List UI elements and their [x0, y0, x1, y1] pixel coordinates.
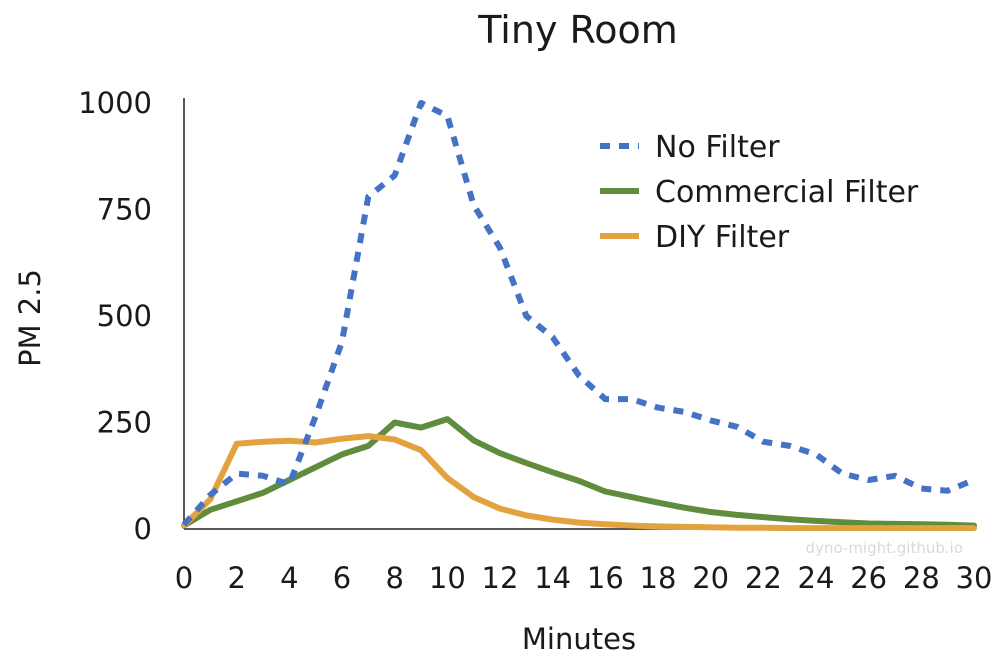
x-tick-label: 4	[280, 561, 298, 595]
x-tick-label: 30	[956, 561, 993, 595]
chart-title: Tiny Room	[477, 8, 677, 52]
series-line-commercial-filter	[181, 416, 977, 529]
x-tick-label: 8	[385, 561, 403, 595]
y-tick-label: 500	[97, 299, 152, 333]
watermark: dyno-might.github.io	[806, 539, 963, 557]
x-tick-label: 18	[640, 561, 677, 595]
y-axis-ticks: 0 250 500 750 1000	[78, 86, 152, 546]
y-tick-label: 750	[97, 193, 152, 227]
x-tick-label: 24	[798, 561, 835, 595]
y-axis-label: PM 2.5	[13, 269, 47, 367]
y-tick-label: 1000	[78, 86, 152, 120]
x-tick-label: 10	[429, 561, 466, 595]
x-tick-label: 0	[175, 561, 193, 595]
x-tick-label: 6	[333, 561, 351, 595]
x-tick-label: 22	[745, 561, 782, 595]
x-tick-label: 16	[587, 561, 624, 595]
y-tick-label: 250	[97, 406, 152, 440]
x-axis-ticks: 0 2 4 6 8 10 12 14 16 18 20 22 24 26 28 30	[175, 561, 993, 595]
y-tick-label: 0	[134, 512, 152, 546]
x-tick-label: 12	[482, 561, 519, 595]
series-layer	[181, 100, 977, 532]
x-tick-label: 2	[227, 561, 245, 595]
x-axis-label: Minutes	[522, 622, 636, 656]
x-tick-label: 26	[850, 561, 887, 595]
x-tick-label: 20	[692, 561, 729, 595]
series-line-no-filter	[181, 100, 976, 527]
legend-label: Commercial Filter	[655, 175, 919, 210]
legend: No Filter Commercial Filter DIY Filter	[600, 130, 919, 255]
x-tick-label: 28	[903, 561, 940, 595]
x-tick-label: 14	[534, 561, 571, 595]
legend-label: No Filter	[655, 130, 780, 165]
series-line-diy-filter	[181, 433, 977, 532]
legend-label: DIY Filter	[655, 220, 790, 255]
